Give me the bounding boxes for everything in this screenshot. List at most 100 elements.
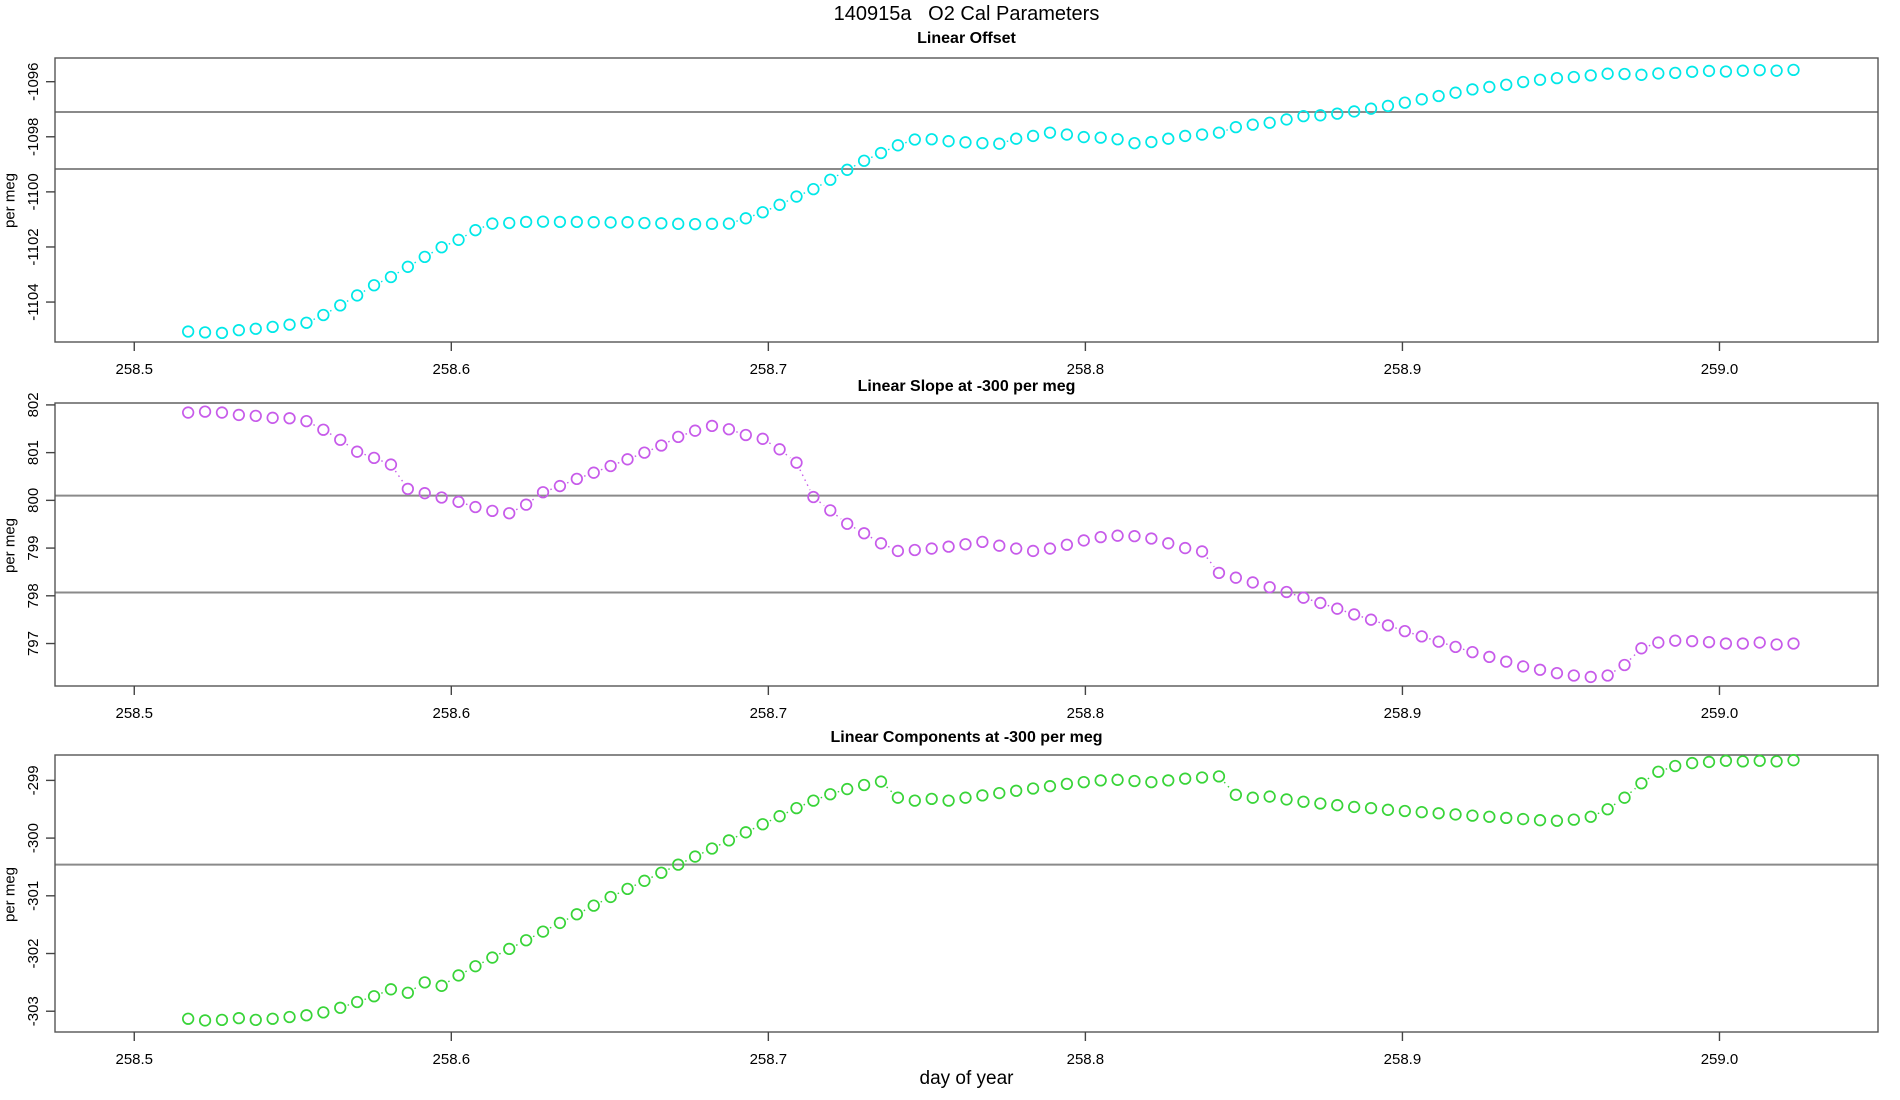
- data-point: [655, 217, 668, 230]
- data-point: [367, 279, 381, 292]
- data-point: [976, 789, 989, 802]
- data-point: [655, 439, 668, 452]
- data-point: [1111, 133, 1124, 146]
- data-point: [452, 495, 465, 508]
- data-point: [1449, 640, 1462, 654]
- data-point: [1314, 596, 1327, 610]
- x-tick-label: 258.7: [750, 705, 788, 722]
- data-point: [1736, 755, 1749, 768]
- data-point: [1770, 755, 1783, 768]
- data-point: [638, 216, 651, 230]
- data-point: [519, 934, 533, 947]
- series-connector: [870, 536, 875, 540]
- data-point: [891, 544, 905, 558]
- data-point: [857, 778, 871, 792]
- series-connector: [447, 978, 453, 983]
- data-point: [469, 224, 482, 237]
- series-connector: [668, 867, 672, 870]
- data-point: [1128, 529, 1141, 543]
- data-point: [1415, 93, 1428, 106]
- data-point: [1094, 131, 1107, 144]
- data-point: [1314, 797, 1327, 810]
- data-point: [215, 406, 229, 419]
- data-point: [1297, 109, 1310, 123]
- data-point: [1280, 113, 1293, 126]
- data-point: [587, 899, 600, 912]
- y-tick-label: -303: [25, 996, 42, 1026]
- data-point: [1077, 130, 1090, 144]
- data-point: [1077, 534, 1090, 547]
- data-point: [300, 316, 313, 329]
- data-point: [367, 451, 381, 465]
- data-point: [418, 250, 431, 264]
- data-point: [1381, 803, 1395, 816]
- data-point: [874, 775, 888, 788]
- data-point: [503, 942, 516, 956]
- data-point: [672, 217, 685, 230]
- x-tick-label: 258.5: [115, 1051, 153, 1068]
- data-point: [1398, 624, 1411, 638]
- series-connector: [769, 207, 773, 210]
- data-point: [317, 308, 330, 322]
- series-connector: [347, 1003, 350, 1006]
- data-point: [1094, 774, 1107, 787]
- series-connector: [1361, 616, 1364, 619]
- series-connector: [1597, 811, 1601, 815]
- data-point: [469, 960, 482, 973]
- x-tick-label: 258.7: [750, 361, 788, 378]
- data-point: [1381, 619, 1395, 632]
- data-point: [182, 406, 195, 419]
- data-point: [688, 424, 702, 437]
- data-point: [1466, 83, 1479, 96]
- series-connector: [736, 219, 739, 222]
- data-point: [486, 504, 499, 518]
- data-point: [1516, 812, 1530, 826]
- series-connector: [752, 214, 756, 217]
- series-connector: [685, 432, 689, 435]
- data-point: [1652, 636, 1665, 649]
- data-point: [705, 419, 719, 433]
- series-connector: [1006, 140, 1009, 143]
- data-point: [1601, 67, 1614, 80]
- data-point: [215, 1013, 229, 1027]
- y-tick-label: 799: [25, 536, 42, 561]
- series-connector: [701, 851, 706, 854]
- series-connector: [887, 545, 892, 549]
- data-point: [1263, 790, 1276, 803]
- data-point: [722, 217, 736, 230]
- y-tick-label: -1096: [25, 63, 42, 101]
- series-connector: [498, 951, 503, 955]
- data-point: [1212, 126, 1226, 139]
- data-point: [1584, 69, 1597, 82]
- data-point: [435, 241, 448, 254]
- panel2-title: Linear Slope at -300 per meg: [857, 378, 1076, 395]
- data-point: [1516, 660, 1530, 673]
- series-connector: [1378, 621, 1381, 624]
- data-point: [570, 472, 583, 486]
- data-point: [688, 217, 702, 231]
- data-point: [350, 289, 364, 302]
- series-connector: [465, 503, 469, 506]
- series-connector: [786, 810, 790, 814]
- data-point: [283, 412, 296, 425]
- data-point: [1652, 765, 1665, 778]
- y-tick-label: -1100: [25, 173, 42, 210]
- x-tick-label: 258.6: [433, 1051, 471, 1068]
- data-point: [334, 1001, 347, 1014]
- data-point: [1550, 814, 1564, 827]
- data-point: [1483, 650, 1496, 664]
- series-connector: [651, 447, 655, 451]
- series-connector: [549, 925, 554, 929]
- series-connector: [785, 453, 791, 459]
- series-connector: [465, 969, 469, 973]
- series-connector: [364, 453, 367, 456]
- data-point: [1736, 64, 1749, 77]
- data-point: [1618, 67, 1631, 81]
- data-point: [249, 409, 262, 423]
- data-point: [1567, 70, 1580, 84]
- series-connector: [853, 526, 858, 531]
- data-point: [824, 504, 837, 517]
- data-point: [621, 882, 634, 896]
- data-point: [638, 874, 651, 887]
- series-connector: [1310, 599, 1314, 602]
